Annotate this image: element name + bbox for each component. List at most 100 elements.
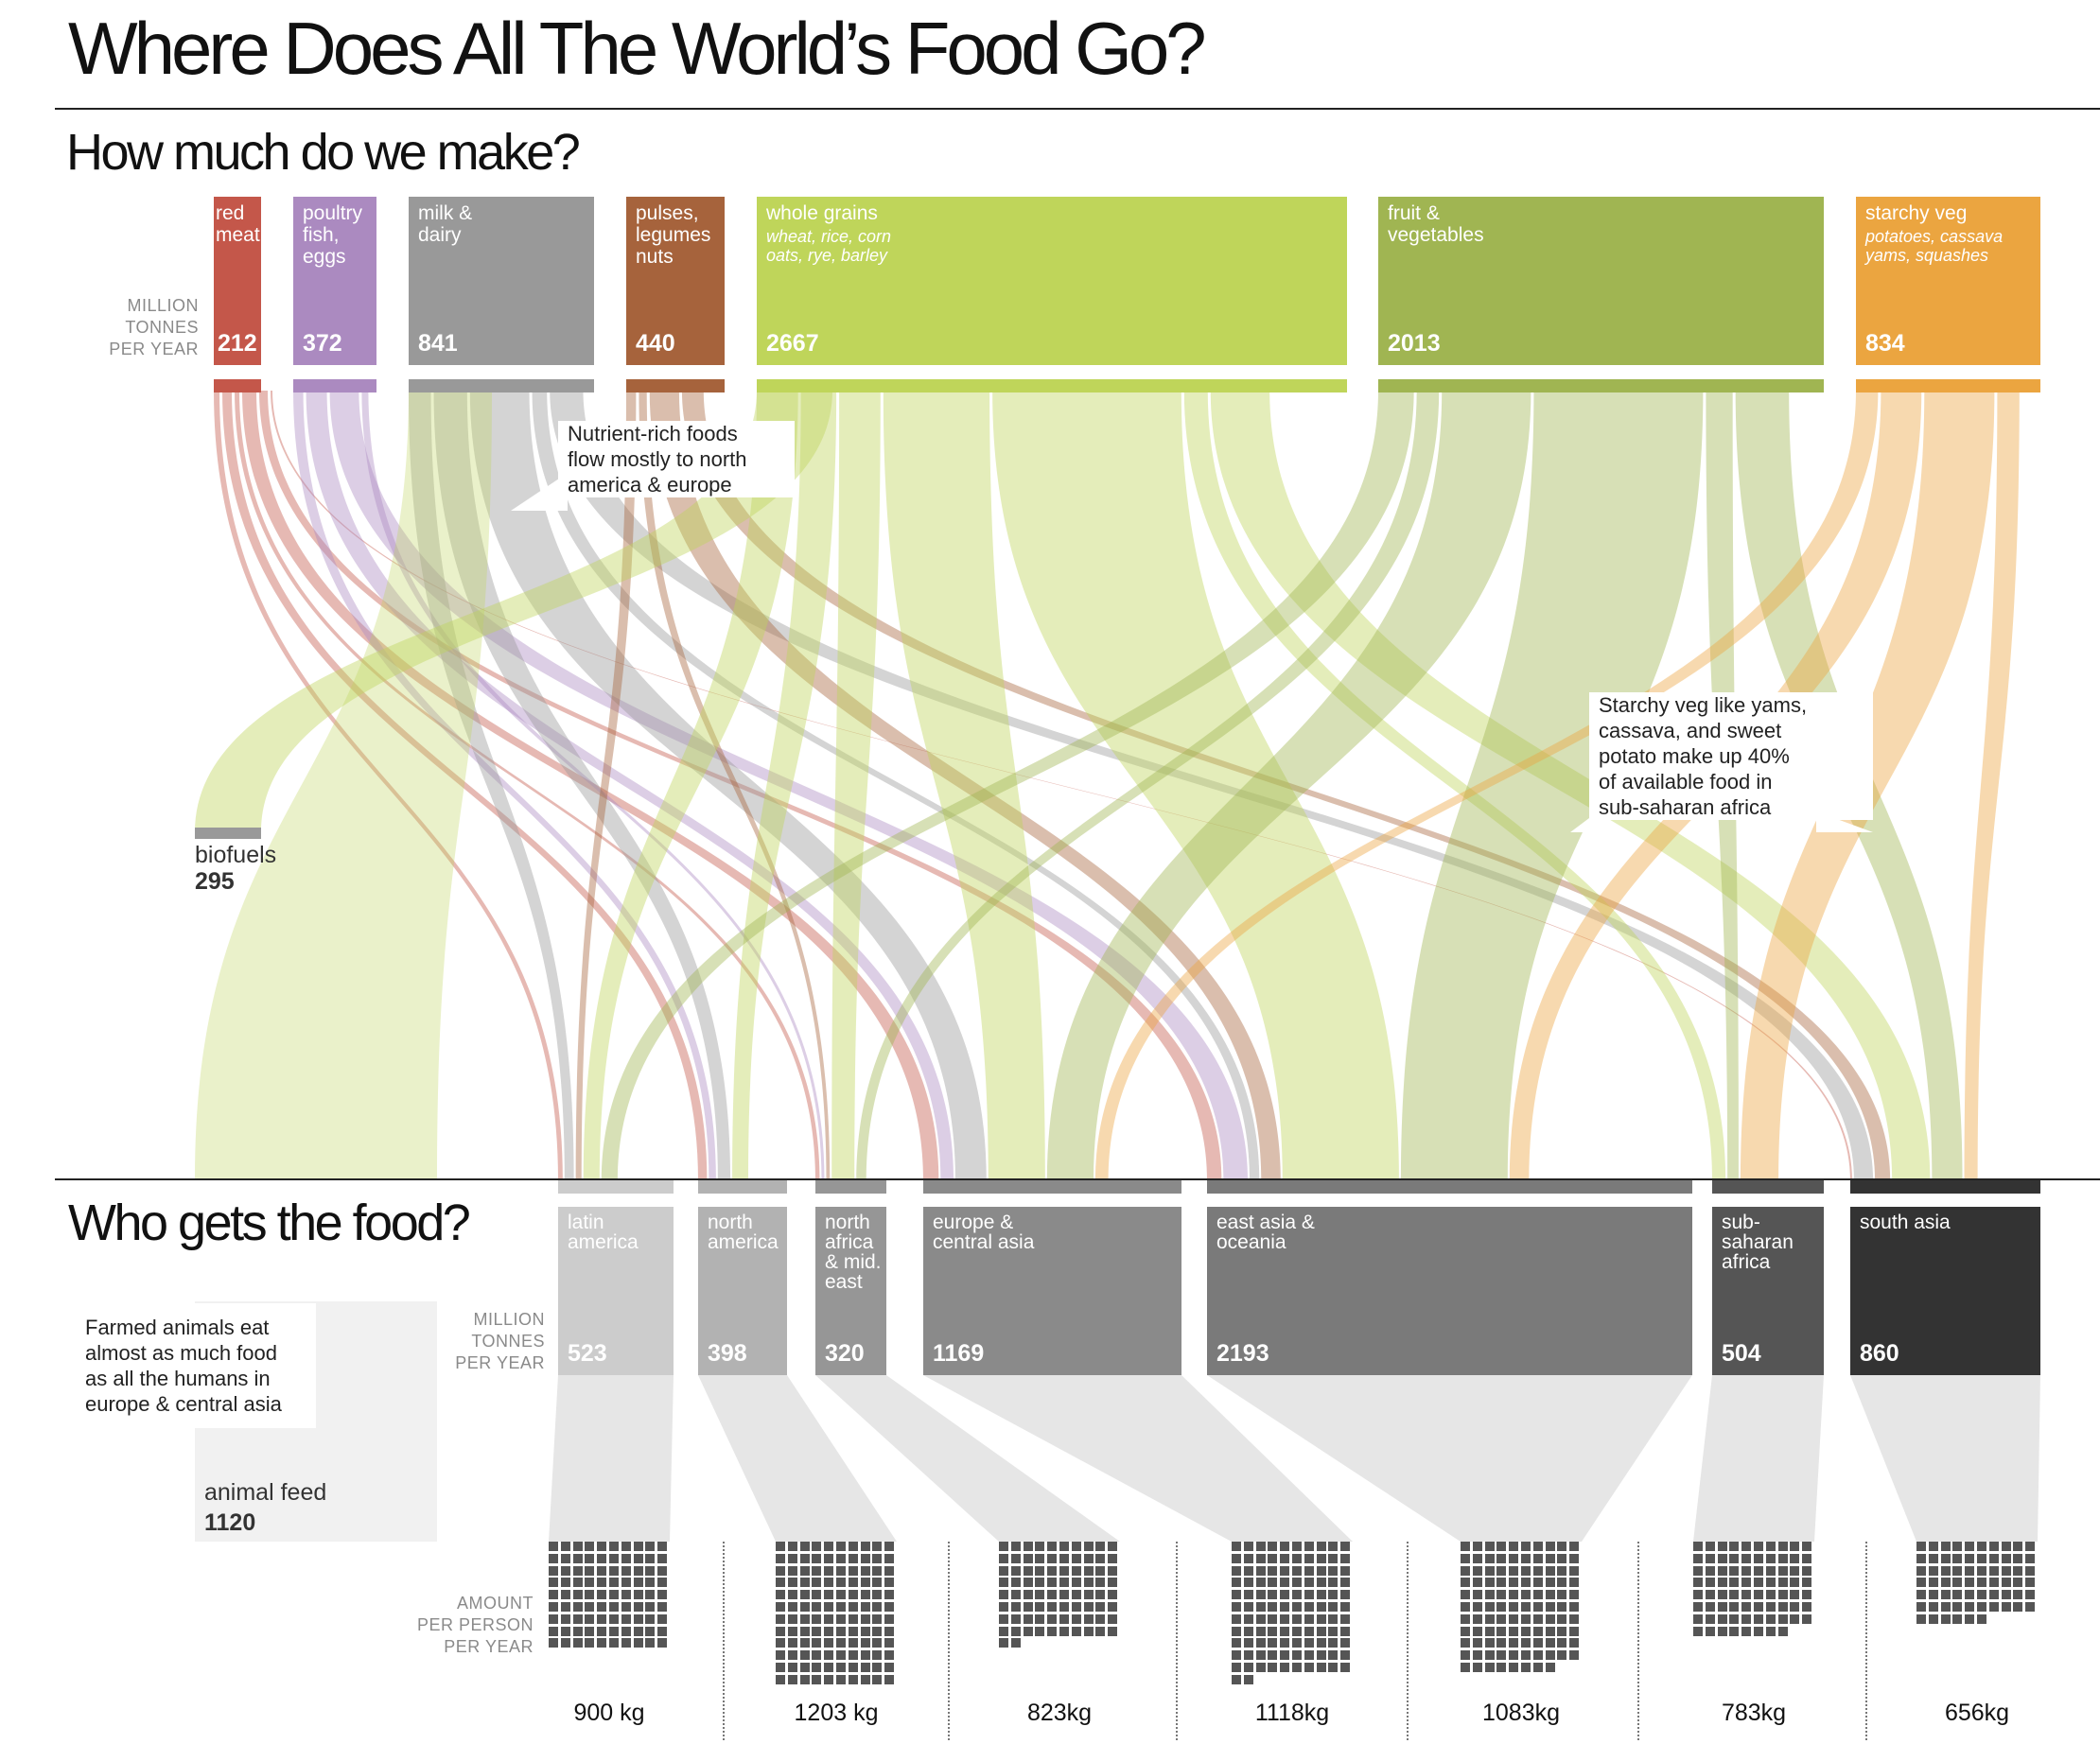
kg-square bbox=[1243, 1565, 1253, 1576]
main-title: Where Does All The World’s Food Go? bbox=[68, 7, 1207, 90]
kg-square bbox=[776, 1602, 785, 1612]
kg-square bbox=[1754, 1602, 1763, 1612]
region-name: east asia & oceania bbox=[1216, 1212, 1315, 1253]
kg-square bbox=[1484, 1638, 1495, 1648]
kg-square bbox=[776, 1613, 785, 1624]
source-tile: pulses, legumes nuts 440 bbox=[626, 197, 725, 365]
kg-square bbox=[1047, 1602, 1058, 1612]
kg-square bbox=[572, 1590, 583, 1600]
kg-square bbox=[776, 1674, 785, 1684]
source-name: poultry fish, eggs bbox=[303, 202, 363, 268]
kg-square bbox=[860, 1553, 870, 1563]
kg-square bbox=[1754, 1590, 1763, 1600]
kg-square bbox=[1268, 1565, 1278, 1576]
kg-square bbox=[1557, 1613, 1567, 1624]
kg-square bbox=[1754, 1542, 1763, 1551]
kg-square bbox=[824, 1602, 834, 1612]
kg-square bbox=[1461, 1565, 1470, 1576]
kg-square bbox=[787, 1638, 797, 1648]
kg-square bbox=[1023, 1626, 1033, 1636]
unit-label-top: MILLION TONNES PER YEAR bbox=[109, 296, 199, 358]
source-name: pulses, legumes nuts bbox=[636, 202, 711, 268]
kg-square bbox=[585, 1590, 595, 1600]
kg-square bbox=[1532, 1663, 1543, 1672]
kg-square bbox=[1765, 1590, 1776, 1600]
kg-square bbox=[999, 1578, 1008, 1588]
source-value: 212 bbox=[218, 330, 257, 357]
section-rule bbox=[55, 1178, 2100, 1180]
kg-square bbox=[1741, 1553, 1752, 1563]
kg-square bbox=[860, 1626, 870, 1636]
kg-square bbox=[1509, 1638, 1519, 1648]
kg-square bbox=[1243, 1542, 1253, 1551]
kg-square bbox=[1940, 1613, 1951, 1624]
kg-square bbox=[1083, 1542, 1094, 1551]
kg-square bbox=[585, 1613, 595, 1624]
kg-square bbox=[1035, 1578, 1045, 1588]
region-funnel bbox=[923, 1375, 1353, 1542]
kg-square bbox=[549, 1638, 558, 1648]
source-bar bbox=[1856, 379, 2040, 392]
per-person-value: 823kg bbox=[1026, 1700, 1093, 1726]
kg-square bbox=[1741, 1542, 1752, 1551]
source-name: milk & dairy bbox=[418, 202, 473, 246]
kg-square bbox=[799, 1602, 810, 1612]
kg-square bbox=[1777, 1578, 1788, 1588]
kg-square bbox=[2013, 1602, 2023, 1612]
kg-square bbox=[884, 1553, 895, 1563]
kg-square bbox=[1280, 1553, 1290, 1563]
kg-square bbox=[1472, 1602, 1482, 1612]
kg-square bbox=[1928, 1553, 1938, 1563]
kg-square bbox=[1292, 1663, 1302, 1672]
kg-square bbox=[633, 1553, 643, 1563]
kg-square bbox=[621, 1602, 631, 1612]
kg-square bbox=[1268, 1638, 1278, 1648]
kg-square bbox=[1071, 1626, 1081, 1636]
kg-square bbox=[824, 1578, 834, 1588]
kg-square bbox=[848, 1613, 858, 1624]
kg-square bbox=[609, 1542, 619, 1551]
kg-square bbox=[597, 1565, 607, 1576]
kg-square bbox=[1095, 1542, 1106, 1551]
kg-square bbox=[1988, 1578, 1999, 1588]
kg-square bbox=[884, 1638, 895, 1648]
section-title-who: Who gets the food? bbox=[68, 1195, 471, 1251]
kg-square bbox=[848, 1650, 858, 1661]
kg-square bbox=[1232, 1663, 1241, 1672]
kg-square bbox=[657, 1602, 668, 1612]
kg-square bbox=[1280, 1578, 1290, 1588]
kg-square bbox=[1532, 1565, 1543, 1576]
kg-square bbox=[1232, 1590, 1241, 1600]
kg-square bbox=[824, 1674, 834, 1684]
kg-square bbox=[1108, 1578, 1118, 1588]
kg-square bbox=[999, 1542, 1008, 1551]
kg-square bbox=[1729, 1542, 1740, 1551]
kg-square bbox=[549, 1553, 558, 1563]
kg-square bbox=[872, 1638, 883, 1648]
unit-label-bottom: AMOUNT PER PERSON PER YEAR bbox=[416, 1594, 534, 1656]
kg-square bbox=[572, 1578, 583, 1588]
kg-square bbox=[1557, 1553, 1567, 1563]
kg-square bbox=[609, 1590, 619, 1600]
kg-square bbox=[860, 1578, 870, 1588]
kg-square bbox=[1952, 1578, 1963, 1588]
kg-square bbox=[1316, 1542, 1326, 1551]
kg-square bbox=[1509, 1650, 1519, 1661]
kg-square bbox=[1472, 1613, 1482, 1624]
flow-band-animal-feed bbox=[195, 391, 492, 1178]
kg-square bbox=[1765, 1542, 1776, 1551]
kg-square bbox=[776, 1638, 785, 1648]
flow-band bbox=[550, 391, 1874, 1180]
kg-square bbox=[1047, 1542, 1058, 1551]
kg-square bbox=[1071, 1578, 1081, 1588]
kg-square bbox=[799, 1553, 810, 1563]
source-name: whole grains bbox=[766, 202, 878, 224]
kg-square bbox=[621, 1638, 631, 1648]
kg-square bbox=[1255, 1578, 1266, 1588]
kg-square bbox=[836, 1626, 846, 1636]
kg-square bbox=[657, 1613, 668, 1624]
kg-square bbox=[1268, 1590, 1278, 1600]
kg-square bbox=[1928, 1565, 1938, 1576]
kg-square bbox=[1717, 1626, 1727, 1636]
source-bar bbox=[1378, 379, 1824, 392]
